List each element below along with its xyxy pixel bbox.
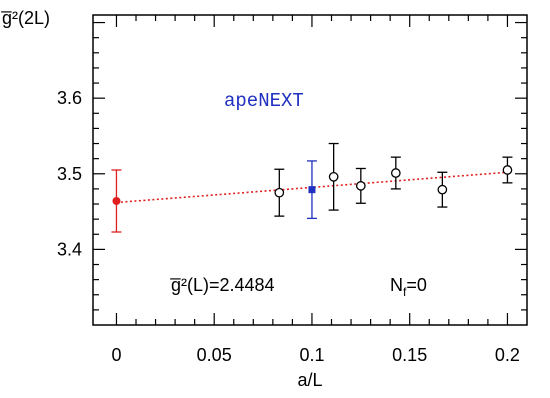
x-tick-label: 0.2 [495,345,520,365]
axis-tick-labels: 0 0.05 0.1 0.15 0.2 3.4 3.5 3.6 [57,88,520,365]
data-point [112,197,121,205]
apenext-label: apeNEXT [224,90,304,112]
x-tick-label: 0 [111,345,121,365]
data-point [355,181,366,191]
x-axis-label: a/L [297,370,322,390]
x-tick-label: 0.15 [392,345,427,365]
gbar-annotation: g̅²(L)=2.4484 [169,275,274,295]
x-tick-label: 0.1 [299,345,324,365]
plot-frame [92,14,528,326]
nf-subscript: f [403,285,407,299]
data-point [274,187,285,198]
data-point [390,168,401,178]
nf-symbol: N [390,275,403,295]
data-points [111,142,513,233]
y-tick-label: 3.6 [57,88,82,108]
nf-suffix: =0 [406,275,427,295]
data-point [328,171,339,182]
axis-ticks [93,15,527,325]
y-axis-label: g̅²(2L) [0,8,50,28]
data-point [502,165,513,175]
y-tick-label: 3.5 [57,164,82,184]
y-tick-label: 3.4 [57,239,82,259]
data-point [437,184,448,195]
nf-annotation: Nf=0 [390,275,427,299]
x-tick-label: 0.05 [197,345,232,365]
data-point [308,186,316,194]
